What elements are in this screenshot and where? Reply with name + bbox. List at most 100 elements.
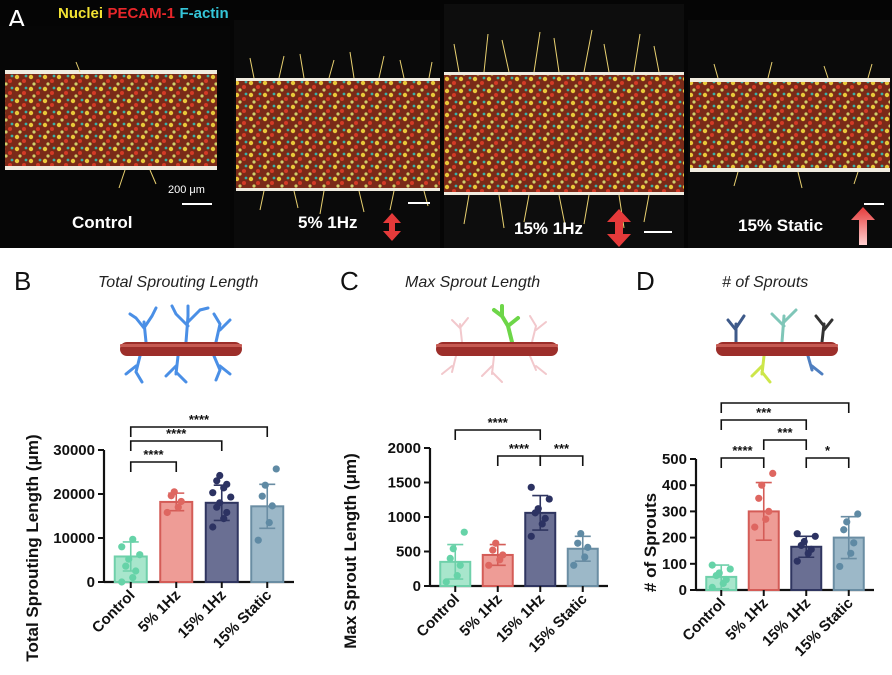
data-point xyxy=(261,481,269,489)
data-point xyxy=(118,578,126,586)
y-axis-label: # of Sprouts xyxy=(641,493,660,592)
data-point xyxy=(132,567,140,575)
chart-total-sprouting-length: 0 10000 20000 30000 Total Sprouting Length (… xyxy=(23,412,294,662)
data-point xyxy=(177,497,185,506)
vessel-sprouts-icon xyxy=(120,304,242,384)
data-point xyxy=(223,508,231,517)
data-point xyxy=(272,465,280,473)
data-point xyxy=(216,471,224,480)
chart-c-title: Max Sprout Length xyxy=(405,274,541,291)
double-arrow-icon xyxy=(607,209,631,247)
y-tick-label: 100 xyxy=(662,556,687,573)
data-point xyxy=(170,488,178,496)
y-tick-label: 300 xyxy=(662,503,687,520)
data-point xyxy=(527,532,535,540)
data-point xyxy=(527,483,535,491)
significance-bracket xyxy=(720,402,850,413)
data-point xyxy=(847,549,855,557)
vessel-max-sprout-icon xyxy=(436,304,558,383)
panel-d-letter: D xyxy=(636,266,655,296)
data-point xyxy=(836,562,844,571)
double-arrow-icon xyxy=(383,213,401,241)
microscopy-panel: A Nuclei PECAM-1 F-actin xyxy=(0,0,892,248)
data-point xyxy=(708,583,716,591)
significance-label: **** xyxy=(189,412,210,427)
data-point xyxy=(213,477,221,485)
significance-label: **** xyxy=(166,426,187,441)
data-point xyxy=(254,536,262,544)
significance-bracket xyxy=(129,440,223,451)
stain-legend: Nuclei PECAM-1 F-actin xyxy=(58,5,229,23)
y-axis-label: Total Sprouting Length (μm) xyxy=(23,434,42,661)
y-tick-label: 10000 xyxy=(53,530,95,547)
data-point xyxy=(534,505,542,513)
x-tick-label: Control xyxy=(413,591,463,641)
data-point xyxy=(442,578,450,586)
y-tick-label: 2000 xyxy=(388,440,421,457)
data-point xyxy=(174,503,182,511)
chart-b-title: Total Sprouting Length xyxy=(98,274,259,291)
significance-label: **** xyxy=(509,441,530,456)
data-point xyxy=(456,561,464,569)
data-point xyxy=(122,562,130,570)
y-tick-label: 30000 xyxy=(53,442,95,459)
significance-bracket xyxy=(805,457,850,468)
data-point xyxy=(118,543,126,551)
significance-label: *** xyxy=(756,405,772,420)
vessel-15pct-svg xyxy=(444,4,684,248)
data-point xyxy=(769,469,777,478)
y-tick-label: 200 xyxy=(662,530,687,547)
y-tick-label: 400 xyxy=(662,477,687,494)
significance-bracket xyxy=(720,419,808,430)
x-tick-label: Control xyxy=(89,587,139,637)
data-point xyxy=(843,518,851,526)
condition-label-15pct: 15% 1Hz xyxy=(514,219,583,238)
bar xyxy=(250,505,285,583)
data-point xyxy=(227,493,235,501)
significance-bracket xyxy=(129,426,269,437)
data-point xyxy=(765,507,773,515)
data-point xyxy=(708,561,716,569)
data-point xyxy=(811,532,819,540)
data-point xyxy=(268,502,276,510)
vessel-5pct-svg xyxy=(234,20,440,248)
up-arrow-icon xyxy=(851,207,875,245)
chart-d-title: # of Sprouts xyxy=(722,274,809,291)
panel-c-letter: C xyxy=(340,266,359,296)
significance-label: **** xyxy=(143,447,164,462)
data-point xyxy=(726,565,734,573)
vessel-image-5pct xyxy=(234,20,440,248)
data-point xyxy=(545,495,553,503)
scale-bar-label: 200 μm xyxy=(168,184,205,196)
stain-pecam: PECAM-1 xyxy=(107,5,175,22)
data-point xyxy=(793,530,801,538)
data-point xyxy=(854,510,862,518)
data-point xyxy=(265,519,273,527)
data-point xyxy=(574,539,582,547)
data-point xyxy=(538,520,546,528)
data-point xyxy=(499,551,507,559)
data-point xyxy=(209,489,217,497)
chart-max-sprout-length: 0 500 1000 1500 2000 Max Sprout Length (μm) Co… xyxy=(341,415,608,656)
vessel-image-15pct xyxy=(444,4,684,248)
data-point xyxy=(449,545,457,553)
significance-bracket xyxy=(129,461,178,472)
significance-bracket xyxy=(454,429,542,440)
data-point xyxy=(136,551,144,559)
y-axis-label: Max Sprout Length (μm) xyxy=(341,453,360,649)
data-point xyxy=(209,523,217,531)
vessel-image-control xyxy=(0,26,230,248)
data-point xyxy=(722,575,730,584)
data-point xyxy=(489,546,497,554)
y-tick-label: 500 xyxy=(396,544,421,561)
data-point xyxy=(446,554,454,562)
y-tick-label: 0 xyxy=(679,582,687,599)
data-point xyxy=(807,545,815,553)
significance-label: **** xyxy=(775,400,796,403)
condition-label-static: 15% Static xyxy=(738,216,824,235)
panel-b-letter: B xyxy=(14,266,32,296)
data-point xyxy=(129,535,137,543)
significance-label: **** xyxy=(732,443,753,458)
data-point xyxy=(758,481,766,489)
